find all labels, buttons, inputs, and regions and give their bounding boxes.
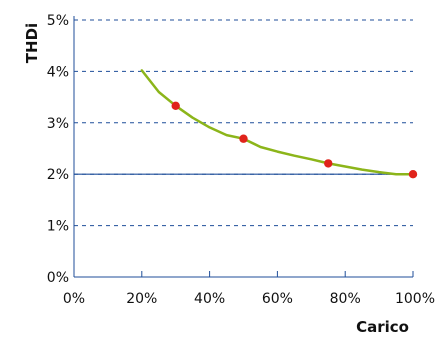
x-tick-label: 100%	[395, 291, 435, 307]
series	[74, 69, 418, 179]
y-tick-label: 3%	[47, 116, 69, 132]
y-tick-label: 2%	[47, 167, 69, 183]
y-tick-label: 1%	[47, 219, 69, 235]
y-axis-title: THDi	[23, 23, 41, 63]
x-tick-label: 20%	[126, 291, 157, 307]
x-tick-label: 0%	[63, 291, 85, 307]
data-point	[239, 134, 248, 143]
data-point	[324, 159, 333, 168]
data-point	[171, 101, 180, 111]
x-axis-title: Carico	[356, 318, 409, 336]
x-tick-label: 60%	[262, 291, 293, 307]
thdi-curve	[140, 69, 415, 176]
tick-labels: 0% 1% 2% 3% 4% 5% 0% 20% 40% 60% 80% 100%	[47, 13, 435, 307]
x-tick-label: 80%	[330, 291, 361, 307]
grid-lines	[74, 19, 413, 227]
x-tick-label: 40%	[194, 291, 225, 307]
y-tick-label: 5%	[47, 13, 69, 29]
data-point	[408, 170, 418, 179]
axes	[73, 16, 414, 278]
y-tick-label: 4%	[47, 64, 69, 80]
y-tick-label: 0%	[47, 270, 69, 286]
